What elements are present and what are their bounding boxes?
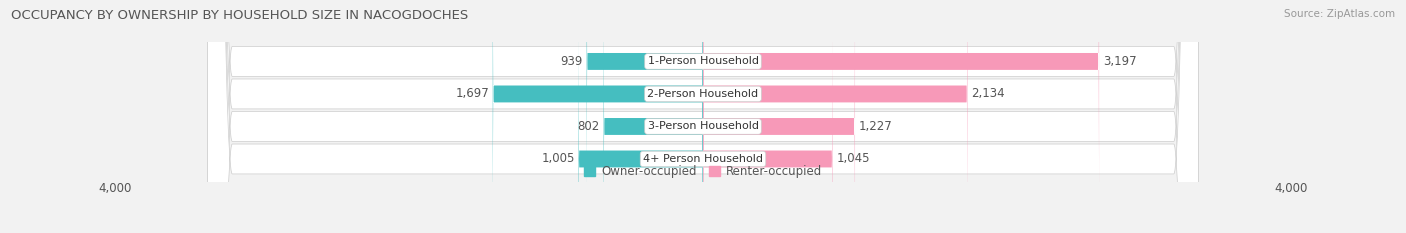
FancyBboxPatch shape	[586, 0, 703, 233]
Text: 939: 939	[561, 55, 583, 68]
FancyBboxPatch shape	[492, 0, 703, 233]
Text: 2,134: 2,134	[972, 87, 1005, 100]
Text: 802: 802	[578, 120, 600, 133]
FancyBboxPatch shape	[208, 0, 1198, 233]
FancyBboxPatch shape	[703, 0, 832, 233]
Text: 3-Person Household: 3-Person Household	[648, 121, 758, 131]
FancyBboxPatch shape	[208, 0, 1198, 233]
FancyBboxPatch shape	[703, 0, 1099, 233]
Text: 1,227: 1,227	[859, 120, 893, 133]
FancyBboxPatch shape	[703, 0, 967, 233]
Text: Source: ZipAtlas.com: Source: ZipAtlas.com	[1284, 9, 1395, 19]
Text: 1,045: 1,045	[837, 152, 870, 165]
Text: 1-Person Household: 1-Person Household	[648, 56, 758, 66]
FancyBboxPatch shape	[208, 0, 1198, 233]
Text: OCCUPANCY BY OWNERSHIP BY HOUSEHOLD SIZE IN NACOGDOCHES: OCCUPANCY BY OWNERSHIP BY HOUSEHOLD SIZE…	[11, 9, 468, 22]
Text: 4,000: 4,000	[98, 182, 132, 195]
Text: 4,000: 4,000	[1274, 182, 1308, 195]
Text: 2-Person Household: 2-Person Household	[647, 89, 759, 99]
Text: 1,005: 1,005	[541, 152, 575, 165]
FancyBboxPatch shape	[703, 0, 855, 233]
Text: 1,697: 1,697	[456, 87, 489, 100]
Text: 4+ Person Household: 4+ Person Household	[643, 154, 763, 164]
Text: 3,197: 3,197	[1102, 55, 1136, 68]
FancyBboxPatch shape	[578, 0, 703, 233]
FancyBboxPatch shape	[208, 0, 1198, 233]
Legend: Owner-occupied, Renter-occupied: Owner-occupied, Renter-occupied	[579, 160, 827, 183]
FancyBboxPatch shape	[603, 0, 703, 233]
